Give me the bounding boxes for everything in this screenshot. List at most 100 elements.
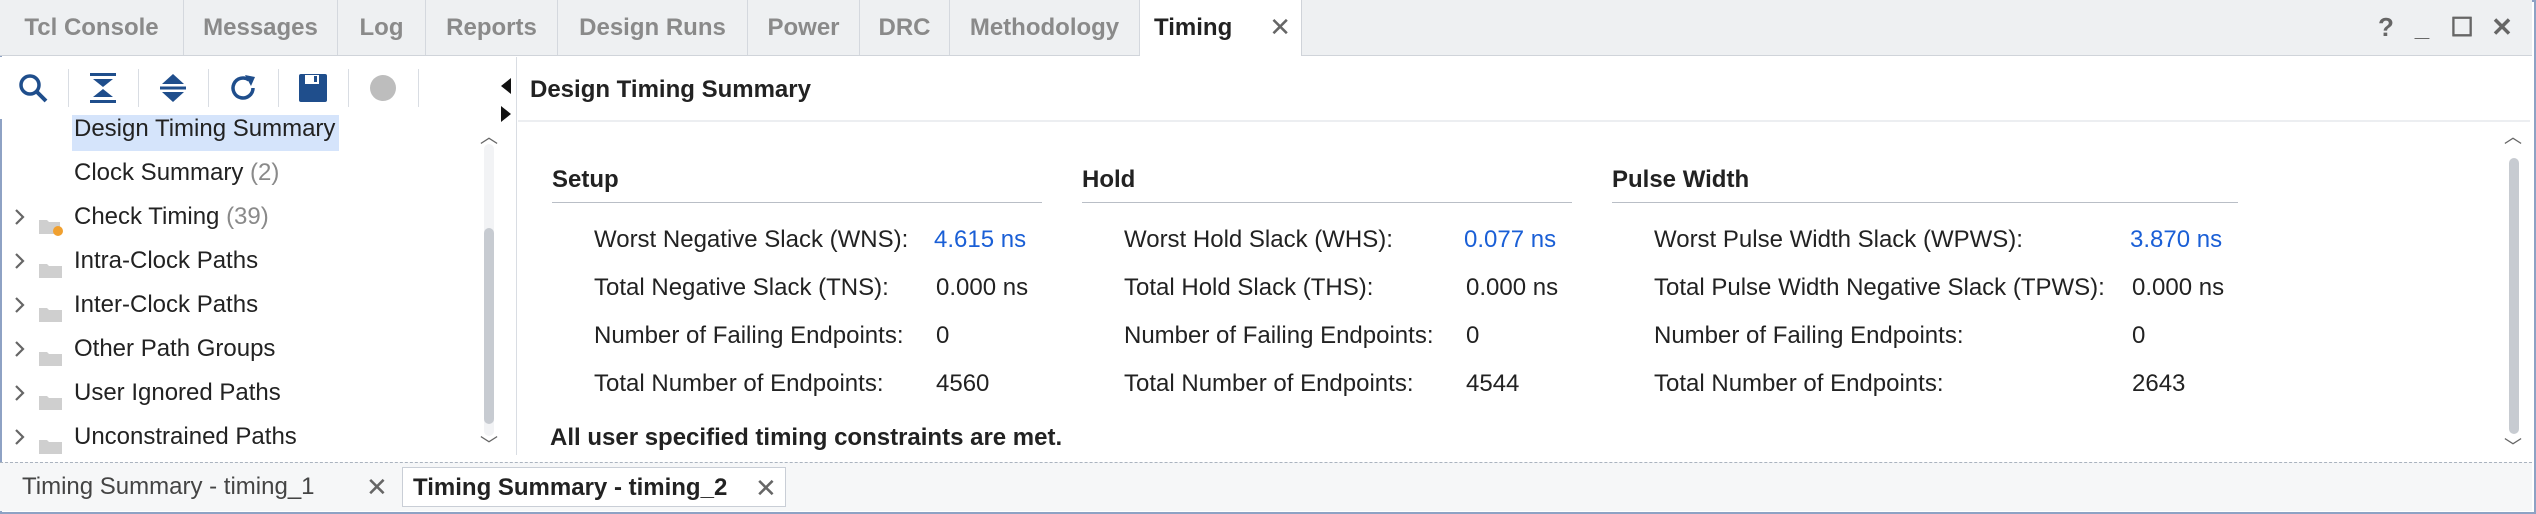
pulse-label: Total Pulse Width Negative Slack (TPWS): [1654, 274, 2105, 301]
tpws-value: 0.000 ns [2132, 274, 2225, 301]
tree-item-label: Inter-Clock Paths [74, 291, 259, 318]
tree-item-user-ignored-paths[interactable]: User Ignored Paths [0, 371, 470, 415]
tree-item-count: (2) [250, 159, 280, 186]
tab-label: Methodology [969, 14, 1120, 41]
folder-warning-icon [38, 208, 64, 236]
setup-failing-value: 0 [936, 322, 950, 349]
pulse-label: Number of Failing Endpoints: [1654, 322, 1964, 349]
scrollbar-thumb[interactable] [2509, 158, 2519, 434]
whs-value-link[interactable]: 0.077 ns [1464, 226, 1557, 253]
timing-tree: Design Timing Summary Clock Summary (2) … [0, 115, 478, 455]
scrollbar-thumb[interactable] [484, 228, 494, 424]
tab-messages[interactable]: Messages [184, 0, 338, 55]
tree-scrollbar[interactable]: ︿ ﹀ [480, 124, 498, 456]
save-icon[interactable] [290, 65, 336, 111]
wns-value-link[interactable]: 4.615 ns [934, 226, 1027, 253]
chevron-right-icon[interactable] [14, 371, 32, 417]
help-icon[interactable]: ? [2378, 12, 2394, 42]
tab-label: Power [767, 14, 840, 41]
scroll-up-icon[interactable]: ︿ [480, 127, 498, 147]
tree-item-unconstrained-paths[interactable]: Unconstrained Paths [0, 415, 470, 455]
stop-icon[interactable] [360, 65, 406, 111]
pulse-failing-value: 0 [2132, 322, 2146, 349]
page-title: Design Timing Summary [530, 76, 811, 103]
wpws-value-link[interactable]: 3.870 ns [2130, 226, 2223, 253]
tree-item-label: Design Timing Summary [72, 115, 340, 151]
tree-item-label: Clock Summary [74, 159, 244, 186]
tree-item-inter-clock-paths[interactable]: Inter-Clock Paths [0, 283, 470, 327]
expand-all-icon[interactable] [150, 65, 196, 111]
restore-icon[interactable]: ☐ [2450, 12, 2474, 42]
setup-label: Worst Negative Slack (WNS): [594, 226, 909, 253]
tree-item-design-timing-summary[interactable]: Design Timing Summary [0, 115, 470, 151]
tab-label: Messages [203, 14, 318, 41]
tns-value: 0.000 ns [936, 274, 1029, 301]
window-close-icon[interactable]: ✕ [2491, 12, 2513, 42]
top-tab-bar: Tcl Console Messages Log Reports Design … [0, 0, 2532, 56]
tab-tcl-console[interactable]: Tcl Console [0, 0, 184, 55]
hold-label: Total Number of Endpoints: [1124, 370, 1414, 397]
folder-icon [38, 384, 64, 410]
tab-timing-summary-2[interactable]: Timing Summary - timing_2 ✕ [402, 467, 786, 507]
tab-label: Timing [1154, 14, 1233, 41]
tab-design-runs[interactable]: Design Runs [558, 0, 748, 55]
ths-value: 0.000 ns [1466, 274, 1559, 301]
splitter-handle[interactable] [499, 70, 513, 130]
tree-item-check-timing[interactable]: Check Timing (39) [0, 195, 470, 239]
minimize-icon[interactable]: _ [2414, 12, 2430, 42]
close-icon[interactable]: ✕ [1269, 12, 1291, 42]
pulse-width-title: Pulse Width [1612, 166, 1750, 193]
tab-timing-summary-1[interactable]: Timing Summary - timing_1 ✕ [12, 467, 396, 507]
tab-label: Timing Summary - timing_2 [413, 474, 728, 501]
tab-methodology[interactable]: Methodology [950, 0, 1140, 55]
pulse-endpoints-value: 2643 [2132, 370, 2186, 397]
chevron-right-icon[interactable] [14, 283, 32, 329]
bottom-tab-bar: Timing Summary - timing_1 ✕ Timing Summa… [0, 462, 2532, 511]
tab-label: Design Runs [579, 14, 726, 41]
tree-item-label: User Ignored Paths [74, 379, 281, 406]
scroll-down-icon[interactable]: ﹀ [2504, 437, 2522, 457]
main-scrollbar[interactable]: ︿ ﹀ [2504, 124, 2524, 456]
tab-log[interactable]: Log [338, 0, 426, 55]
section-divider [1082, 202, 1572, 203]
scroll-down-icon[interactable]: ﹀ [480, 435, 498, 455]
setup-label: Total Number of Endpoints: [594, 370, 884, 397]
chevron-right-icon[interactable] [14, 195, 32, 241]
hold-title: Hold [1082, 166, 1136, 193]
tab-power[interactable]: Power [748, 0, 860, 55]
tree-item-label: Check Timing [74, 203, 220, 230]
hold-failing-value: 0 [1466, 322, 1480, 349]
chevron-right-icon[interactable] [14, 327, 32, 373]
setup-label: Number of Failing Endpoints: [594, 322, 904, 349]
scroll-up-icon[interactable]: ︿ [2504, 127, 2522, 147]
tree-item-count: (39) [226, 203, 269, 230]
tree-item-clock-summary[interactable]: Clock Summary (2) [0, 151, 470, 195]
setup-label: Total Negative Slack (TNS): [594, 274, 889, 301]
pane-divider [516, 57, 517, 455]
chevron-right-icon[interactable] [14, 415, 32, 455]
collapse-all-icon[interactable] [80, 65, 126, 111]
folder-icon [38, 340, 64, 366]
folder-icon [38, 428, 64, 454]
close-icon[interactable]: ✕ [366, 472, 388, 502]
tab-label: DRC [878, 14, 931, 41]
hold-endpoints-value: 4544 [1466, 370, 1520, 397]
hold-label: Number of Failing Endpoints: [1124, 322, 1434, 349]
tab-label: Tcl Console [24, 14, 159, 41]
section-divider [1612, 202, 2238, 203]
hold-label: Worst Hold Slack (WHS): [1124, 226, 1393, 253]
tab-label: Log [359, 14, 404, 41]
tab-reports[interactable]: Reports [426, 0, 558, 55]
tree-item-intra-clock-paths[interactable]: Intra-Clock Paths [0, 239, 470, 283]
pulse-label: Total Number of Endpoints: [1654, 370, 1944, 397]
tab-drc[interactable]: DRC [860, 0, 950, 55]
pulse-label: Worst Pulse Width Slack (WPWS): [1654, 226, 2023, 253]
search-icon[interactable] [10, 65, 56, 111]
tab-label: Timing Summary - timing_1 [22, 473, 315, 500]
refresh-icon[interactable] [220, 65, 266, 111]
chevron-right-icon[interactable] [14, 239, 32, 285]
tree-item-other-path-groups[interactable]: Other Path Groups [0, 327, 470, 371]
tab-timing[interactable]: Timing ✕ [1140, 0, 1302, 56]
tree-item-label: Unconstrained Paths [74, 423, 297, 450]
close-icon[interactable]: ✕ [755, 473, 777, 503]
